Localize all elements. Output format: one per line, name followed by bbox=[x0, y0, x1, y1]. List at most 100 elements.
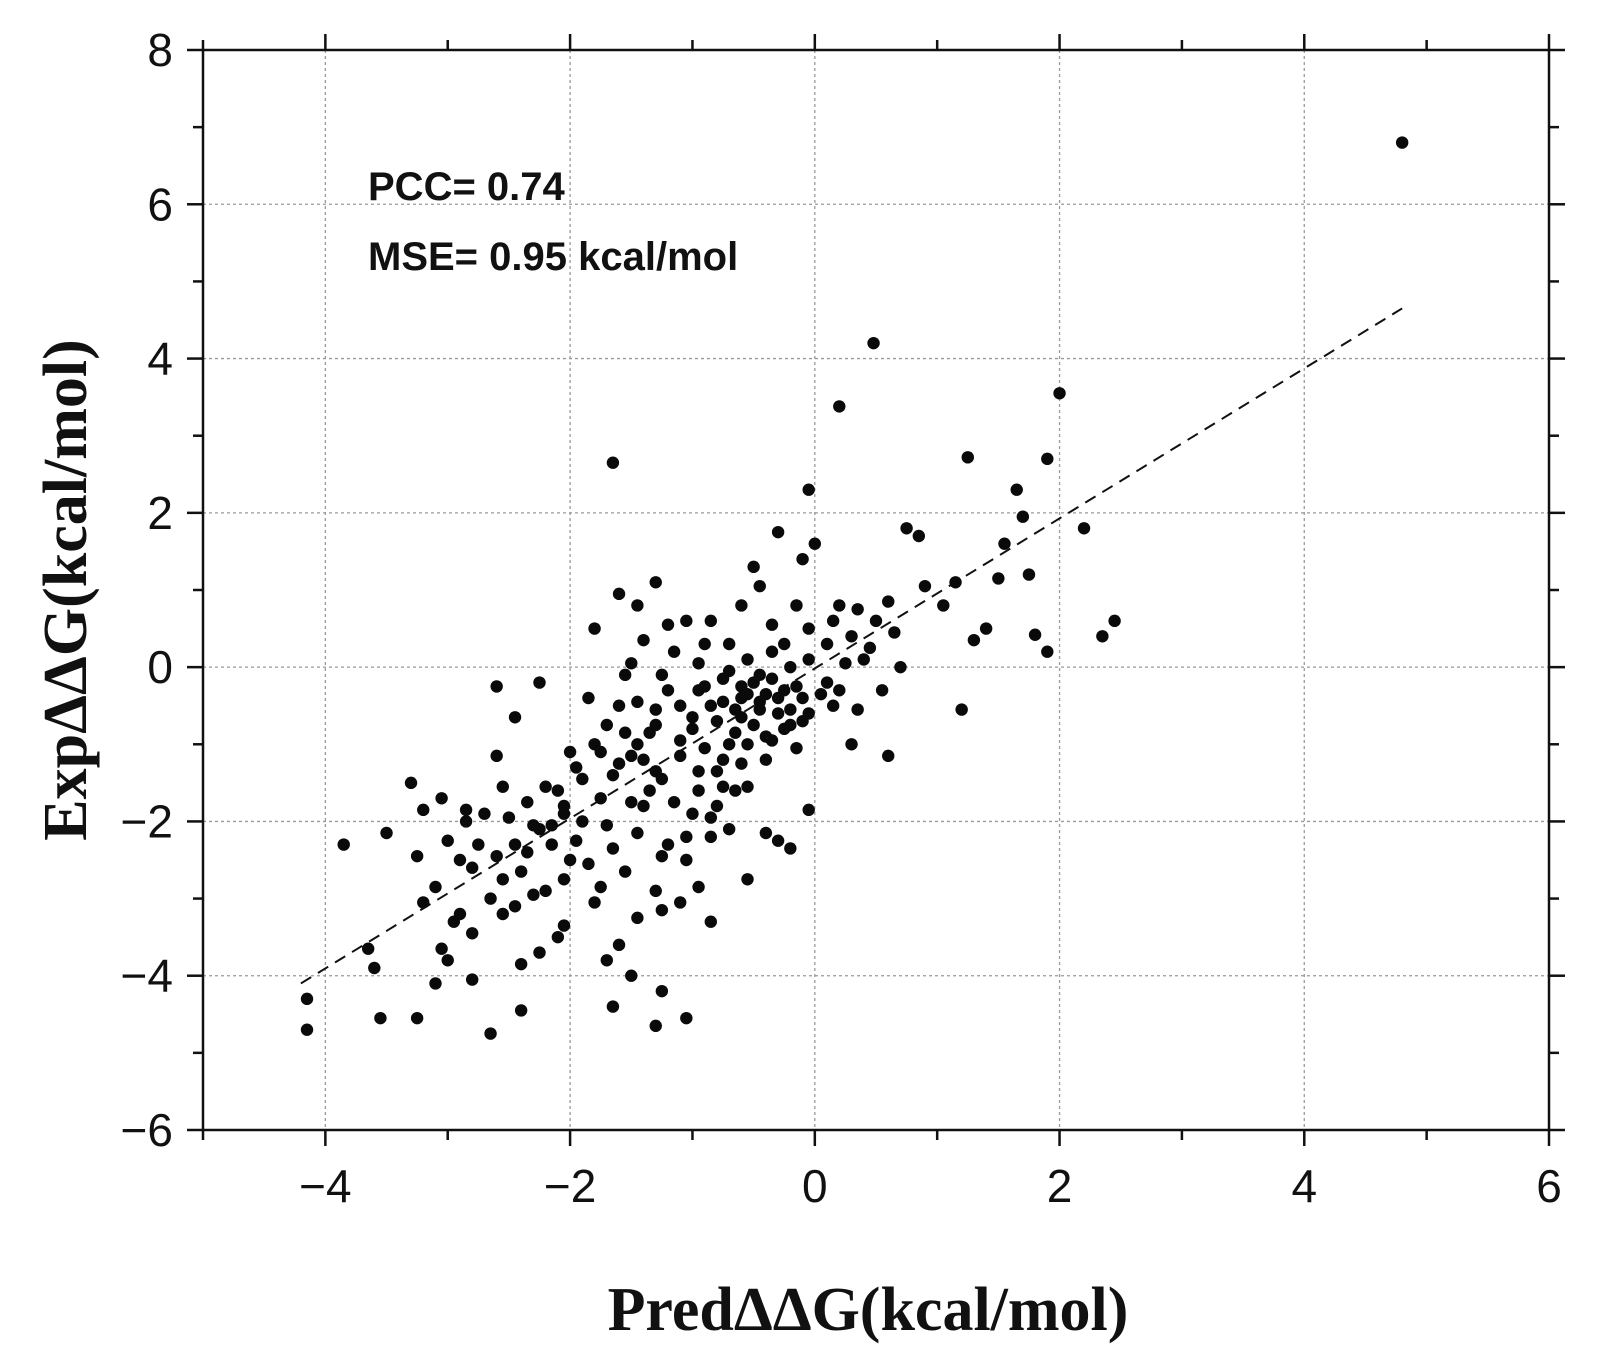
data-point bbox=[851, 603, 864, 616]
data-point bbox=[698, 637, 711, 651]
y-axis-title: ExpΔΔG(kcal/mol) bbox=[32, 339, 100, 840]
data-point bbox=[490, 749, 503, 763]
data-point bbox=[741, 687, 754, 701]
data-point bbox=[784, 718, 797, 732]
data-point bbox=[502, 811, 516, 824]
data-point bbox=[961, 451, 974, 464]
data-point bbox=[631, 738, 644, 751]
data-point bbox=[937, 599, 950, 612]
data-point bbox=[716, 672, 730, 685]
data-point bbox=[612, 587, 626, 601]
data-point bbox=[539, 780, 552, 793]
data-point bbox=[612, 938, 626, 952]
data-point bbox=[429, 880, 442, 894]
data-point bbox=[618, 865, 632, 878]
data-point bbox=[1395, 136, 1409, 149]
data-point bbox=[833, 400, 846, 413]
data-point bbox=[998, 537, 1011, 550]
data-point bbox=[704, 830, 718, 844]
data-point bbox=[796, 691, 809, 705]
data-point bbox=[882, 749, 895, 763]
data-point bbox=[765, 618, 779, 631]
data-point bbox=[618, 726, 632, 739]
data-point bbox=[802, 707, 815, 720]
data-point bbox=[404, 776, 418, 790]
data-point bbox=[894, 660, 907, 674]
data-point bbox=[692, 657, 705, 670]
data-point bbox=[716, 695, 730, 709]
data-point bbox=[612, 699, 626, 712]
data-point bbox=[521, 846, 534, 859]
data-point bbox=[1041, 645, 1054, 658]
data-point bbox=[478, 807, 491, 820]
data-point bbox=[563, 853, 577, 867]
data-point bbox=[992, 572, 1005, 585]
data-point bbox=[570, 761, 583, 774]
data-point bbox=[814, 687, 828, 701]
data-point bbox=[680, 614, 693, 628]
data-point bbox=[674, 896, 687, 909]
data-point bbox=[557, 873, 571, 886]
data-point bbox=[680, 853, 693, 867]
y-tick-label: 0 bbox=[147, 641, 173, 693]
data-point bbox=[600, 718, 613, 732]
data-point bbox=[722, 637, 736, 651]
data-point bbox=[790, 680, 803, 693]
data-point bbox=[845, 738, 858, 751]
data-point bbox=[649, 1019, 662, 1033]
data-point bbox=[441, 954, 454, 967]
data-point bbox=[374, 1011, 387, 1025]
data-point bbox=[918, 579, 932, 593]
data-point bbox=[600, 819, 613, 832]
data-point bbox=[637, 753, 650, 766]
data-point bbox=[741, 738, 754, 751]
data-point bbox=[655, 668, 669, 682]
data-point bbox=[912, 529, 926, 543]
x-tick-label: 2 bbox=[1047, 1160, 1073, 1212]
data-point bbox=[466, 973, 479, 986]
data-point bbox=[839, 657, 852, 670]
data-point bbox=[490, 680, 503, 693]
data-point bbox=[826, 699, 840, 712]
data-point bbox=[410, 849, 424, 863]
data-point bbox=[496, 780, 509, 793]
data-point bbox=[680, 830, 693, 844]
data-point bbox=[453, 853, 467, 867]
data-point bbox=[765, 645, 779, 658]
data-point bbox=[667, 645, 681, 658]
data-point bbox=[784, 842, 797, 855]
data-point bbox=[300, 992, 314, 1006]
data-point bbox=[704, 915, 718, 928]
data-point bbox=[704, 699, 718, 712]
data-point bbox=[692, 765, 705, 778]
data-point bbox=[631, 695, 644, 709]
data-points-layer bbox=[300, 136, 1409, 1040]
data-point bbox=[496, 873, 509, 886]
y-tick-label: 2 bbox=[147, 487, 173, 539]
data-point bbox=[698, 741, 711, 755]
data-point bbox=[759, 826, 773, 840]
data-point bbox=[1077, 522, 1091, 535]
data-point bbox=[674, 699, 687, 712]
data-point bbox=[741, 873, 754, 886]
data-point bbox=[704, 614, 718, 628]
data-point bbox=[417, 803, 430, 817]
data-point bbox=[625, 657, 638, 670]
data-point bbox=[496, 907, 509, 921]
data-point bbox=[729, 726, 742, 739]
data-point bbox=[863, 641, 877, 655]
data-point bbox=[441, 834, 454, 847]
data-point bbox=[594, 792, 607, 805]
data-point bbox=[1096, 630, 1109, 643]
data-point bbox=[643, 784, 656, 797]
data-point bbox=[771, 707, 785, 720]
data-point bbox=[967, 633, 981, 647]
data-point bbox=[710, 799, 724, 813]
data-point bbox=[576, 815, 589, 828]
data-point bbox=[867, 336, 880, 350]
data-point bbox=[686, 807, 699, 820]
data-point bbox=[576, 772, 589, 786]
data-point bbox=[735, 599, 748, 612]
mse-annotation: MSE= 0.95 kcal/mol bbox=[368, 235, 738, 279]
